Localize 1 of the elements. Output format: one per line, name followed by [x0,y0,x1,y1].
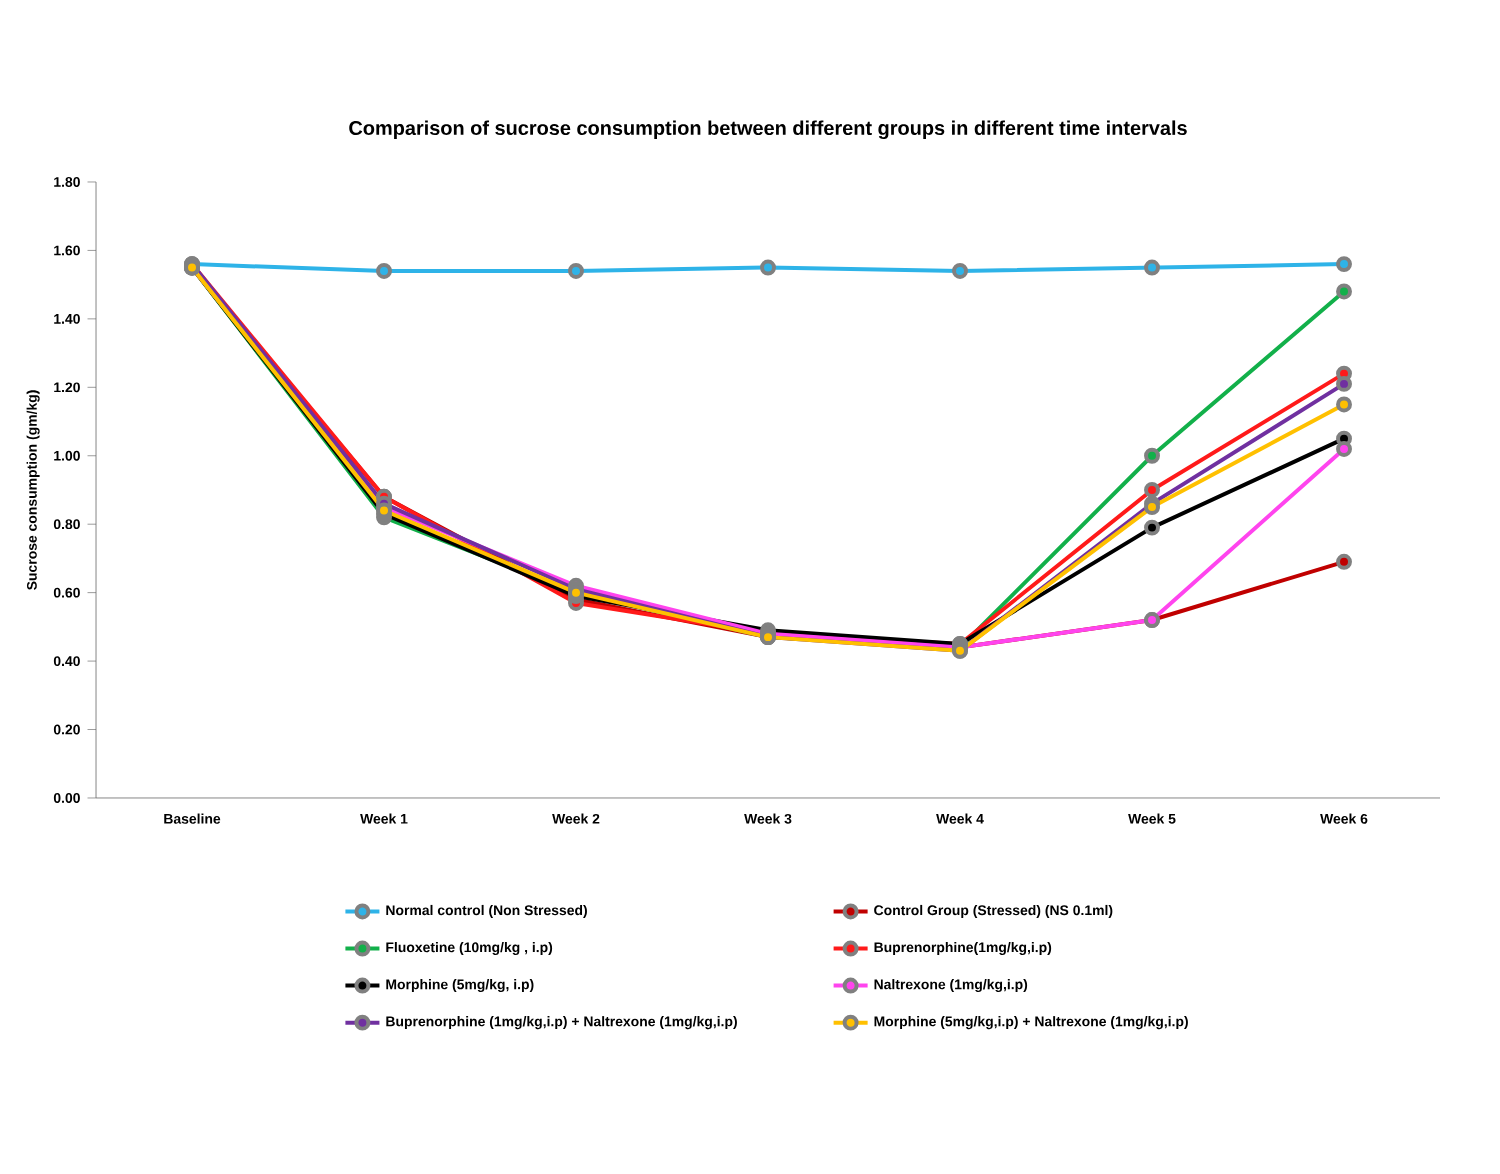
chart-title: Comparison of sucrose consumption between different groups in different time intervals [349,120,1187,140]
